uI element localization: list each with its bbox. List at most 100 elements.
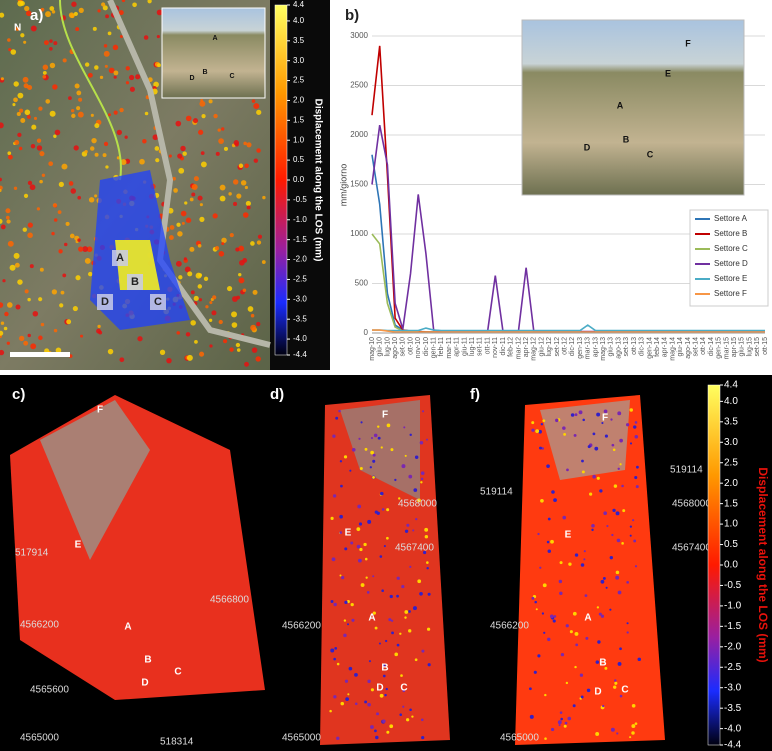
model-dot xyxy=(588,445,591,448)
model-dot xyxy=(366,577,368,579)
model-dot xyxy=(397,644,400,647)
model-dot xyxy=(385,640,387,642)
map-dot xyxy=(231,311,237,317)
model-dot xyxy=(404,616,406,618)
x-tick-label: dic-11 xyxy=(500,337,507,356)
model-dot xyxy=(408,610,411,613)
map-dot xyxy=(230,233,234,237)
model-dot xyxy=(340,702,344,706)
map-dot xyxy=(245,186,248,189)
map-dot xyxy=(59,182,64,187)
point-label: C xyxy=(621,685,628,696)
map-dot xyxy=(243,212,249,218)
north-arrow: N xyxy=(14,23,21,34)
legend-label: Settore F xyxy=(714,289,747,298)
map-dot xyxy=(113,70,118,75)
model-dot xyxy=(621,542,624,545)
map-dot xyxy=(108,113,111,116)
map-dot xyxy=(160,350,165,355)
colorbar-tick-label: -4.4 xyxy=(293,350,307,359)
map-dot xyxy=(58,249,62,253)
model-dot xyxy=(614,682,617,685)
coordinate-label: 4566200 xyxy=(20,620,59,631)
map-dot xyxy=(74,145,79,150)
model-dot xyxy=(530,715,534,719)
model-dot xyxy=(553,619,556,622)
map-dot xyxy=(79,8,84,13)
coordinate-label: 4566800 xyxy=(210,595,249,606)
model-dot xyxy=(575,413,578,416)
map-dot xyxy=(193,118,198,123)
map-dot xyxy=(5,208,10,213)
model-dot xyxy=(566,624,569,627)
map-dot xyxy=(186,116,192,122)
map-dot xyxy=(25,289,29,293)
map-dot xyxy=(157,63,161,67)
map-dot xyxy=(233,179,238,184)
x-tick-label: mag-13 xyxy=(600,337,607,361)
x-tick-label: ott-10 xyxy=(407,337,414,355)
model-dot xyxy=(340,460,342,462)
map-dot xyxy=(19,336,24,341)
model-dot xyxy=(534,671,537,674)
y-axis-label: mm/giorno xyxy=(338,164,348,207)
model-dot xyxy=(331,517,334,520)
model-dot xyxy=(559,580,562,583)
map-dot xyxy=(176,223,180,227)
point-label: A xyxy=(116,252,124,264)
map-dot xyxy=(33,311,39,317)
x-tick-label: mar-12 xyxy=(515,337,522,359)
model-dot xyxy=(386,688,388,690)
model-dot xyxy=(543,632,545,634)
map-dot xyxy=(76,90,81,95)
model-dot xyxy=(633,425,636,428)
map-dot xyxy=(235,142,239,146)
map-dot xyxy=(91,138,96,143)
model-dot xyxy=(597,477,600,480)
x-tick-label: nov-11 xyxy=(492,337,499,358)
point-label: C xyxy=(400,683,407,694)
model-dot xyxy=(426,567,428,569)
model-dot xyxy=(551,728,554,731)
model-dot xyxy=(631,731,634,734)
map-dot xyxy=(170,225,175,230)
map-dot xyxy=(155,158,159,162)
map-dot xyxy=(262,196,265,199)
model-dot xyxy=(635,435,639,439)
x-tick-label: apr-13 xyxy=(592,337,599,357)
x-tick-label: set-14 xyxy=(692,337,699,357)
model-dot xyxy=(384,694,386,696)
model-dot xyxy=(599,489,602,492)
model-dot xyxy=(345,680,348,683)
model-dot xyxy=(632,704,636,708)
model-dot xyxy=(570,630,573,633)
map-dot xyxy=(49,39,52,42)
map-dot xyxy=(213,114,217,118)
map-dot xyxy=(189,247,194,252)
point-label: F xyxy=(602,413,608,424)
model-dot xyxy=(377,425,379,427)
map-dot xyxy=(216,152,220,156)
map-dot xyxy=(184,201,187,204)
map-dot xyxy=(155,146,160,151)
model-dot xyxy=(601,580,605,584)
map-dot xyxy=(31,26,37,32)
model-dot xyxy=(618,591,622,595)
model-dot xyxy=(565,722,568,725)
map-dot xyxy=(7,302,13,308)
colorbar-tick-label: -2.0 xyxy=(724,641,742,652)
model-dot xyxy=(333,494,336,497)
model-dot xyxy=(361,583,365,587)
model-dot xyxy=(394,479,396,481)
model-dot xyxy=(597,606,599,608)
model-dot xyxy=(401,585,404,588)
legend-label: Settore D xyxy=(714,259,748,268)
panel-label: d) xyxy=(270,386,284,403)
map-dot xyxy=(221,242,224,245)
map-dot xyxy=(14,187,17,190)
model-dot xyxy=(589,493,592,496)
map-dot xyxy=(177,153,182,158)
model-dot xyxy=(364,701,367,704)
colorbar-tick-label: 2.5 xyxy=(293,76,305,85)
map-dot xyxy=(85,258,91,264)
